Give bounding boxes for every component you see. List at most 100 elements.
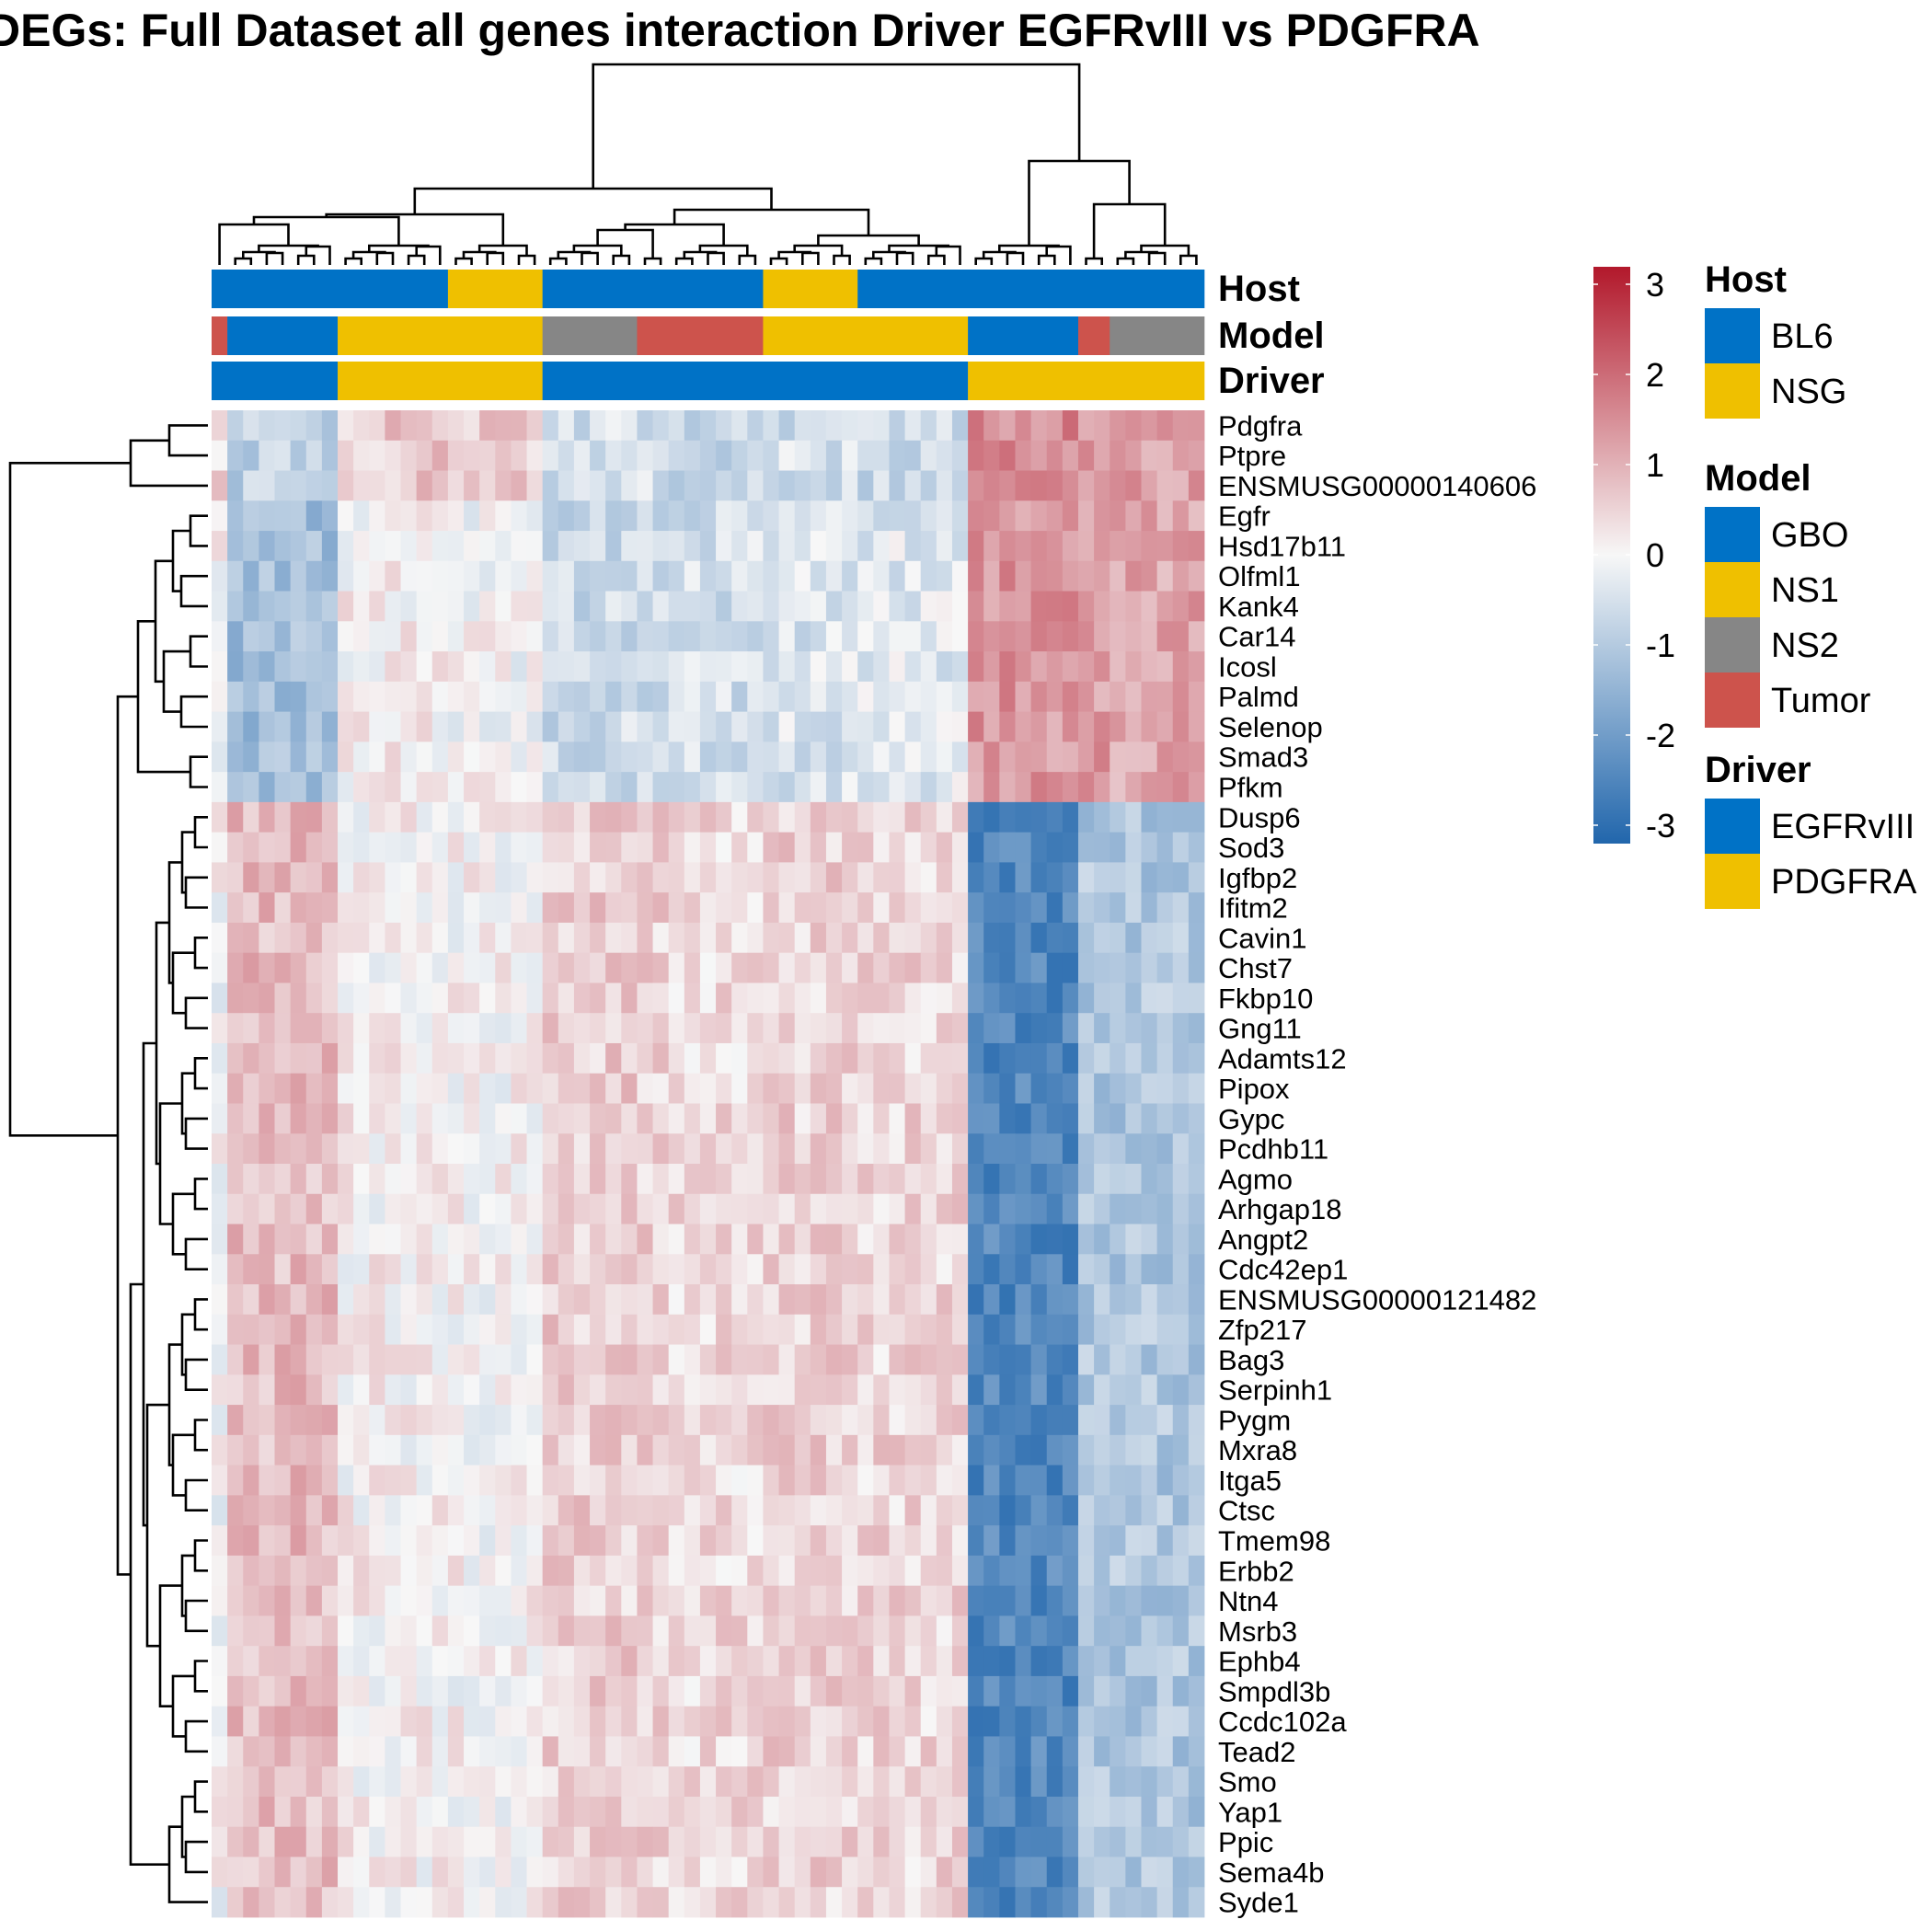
- heatmap-cell: [1015, 500, 1032, 532]
- heatmap-cell: [290, 1856, 307, 1888]
- legend-item-label: NS2: [1771, 626, 1839, 665]
- heatmap-cell: [511, 1766, 527, 1798]
- heatmap-cell: [621, 1284, 638, 1316]
- heatmap-cell: [590, 621, 606, 652]
- heatmap-cell: [778, 1193, 796, 1224]
- column-dendrogram-branch: [769, 257, 788, 265]
- heatmap-cell: [684, 440, 701, 471]
- heatmap-cell: [637, 1314, 653, 1345]
- heatmap-cell: [431, 1103, 449, 1134]
- heatmap-cell: [259, 1495, 275, 1526]
- heatmap-cell: [699, 1224, 717, 1255]
- heatmap-cell: [290, 952, 307, 983]
- heatmap-cell: [542, 1585, 559, 1616]
- heatmap-cell: [259, 1826, 275, 1857]
- heatmap-cell: [305, 1796, 323, 1828]
- heatmap-cell: [983, 983, 1000, 1014]
- heatmap-cell: [542, 922, 559, 954]
- heatmap-cell: [495, 1164, 512, 1195]
- heatmap-cell: [936, 832, 953, 863]
- heatmap-cell: [794, 1465, 811, 1496]
- heatmap-cell: [274, 832, 292, 863]
- heatmap-cell: [290, 1224, 307, 1255]
- heatmap-cell: [1172, 1073, 1190, 1104]
- heatmap-cell: [1188, 772, 1205, 803]
- heatmap-cell: [1156, 681, 1174, 712]
- heatmap-cell: [747, 1555, 764, 1587]
- heatmap-cell: [684, 1585, 701, 1616]
- heatmap-cell: [305, 1585, 323, 1616]
- heatmap-cell: [699, 1073, 717, 1104]
- heatmap-cell: [1110, 651, 1126, 683]
- heatmap-cell: [920, 591, 937, 622]
- heatmap-cell: [338, 832, 354, 863]
- heatmap-cell: [1125, 1555, 1142, 1587]
- heatmap-cell: [652, 1073, 670, 1104]
- heatmap-cell: [212, 1766, 228, 1798]
- heatmap-cell: [1188, 1555, 1205, 1587]
- heatmap-cell: [227, 922, 244, 954]
- heatmap-cell: [1094, 410, 1110, 442]
- heatmap-cell: [699, 741, 717, 773]
- heatmap-cell: [590, 862, 606, 893]
- heatmap-cell: [305, 952, 323, 983]
- heatmap-cell: [999, 1585, 1016, 1616]
- heatmap-cell: [904, 1344, 922, 1375]
- heatmap-cell: [716, 1103, 732, 1134]
- heatmap-cell: [684, 1736, 701, 1767]
- heatmap-cell: [369, 1495, 385, 1526]
- heatmap-cell: [305, 1284, 323, 1316]
- heatmap-cell: [668, 470, 685, 501]
- heatmap-cell: [621, 621, 638, 652]
- heatmap-cell: [794, 1073, 811, 1104]
- heatmap-cell: [605, 1193, 622, 1224]
- heatmap-cell: [857, 1013, 874, 1044]
- heatmap-cell: [259, 681, 275, 712]
- heatmap-cell: [731, 1374, 748, 1406]
- row-dendrogram-branch: [171, 1674, 195, 1738]
- heatmap-cell: [684, 892, 701, 924]
- heatmap-cell: [1030, 1766, 1048, 1798]
- heatmap-cell: [590, 1284, 606, 1316]
- heatmap-cell: [338, 1796, 354, 1828]
- heatmap-cell: [1156, 832, 1174, 863]
- heatmap-cell: [825, 1495, 843, 1526]
- heatmap-cell: [778, 892, 796, 924]
- heatmap-cell: [652, 1374, 670, 1406]
- heatmap-cell: [1046, 470, 1064, 501]
- row-dendrogram-branch: [167, 1343, 182, 1466]
- heatmap-cell: [479, 470, 496, 501]
- heatmap-cell: [763, 651, 779, 683]
- heatmap-cell: [857, 862, 874, 893]
- heatmap-cell: [1188, 1525, 1205, 1557]
- heatmap-cell: [810, 1766, 827, 1798]
- heatmap-cell: [479, 922, 496, 954]
- heatmap-cell: [873, 1103, 890, 1134]
- heatmap-cell: [873, 1555, 890, 1587]
- heatmap-cell: [290, 1164, 307, 1195]
- heatmap-cell: [668, 1555, 685, 1587]
- heatmap-cell: [873, 983, 890, 1014]
- heatmap-cell: [590, 1434, 606, 1465]
- heatmap-cell: [699, 1887, 717, 1918]
- heatmap-cell: [652, 1646, 670, 1677]
- heatmap-cell: [447, 832, 465, 863]
- heatmap-cell: [573, 892, 591, 924]
- heatmap-cell: [1188, 1224, 1205, 1255]
- heatmap-cell: [668, 1314, 685, 1345]
- heatmap-cell: [684, 1675, 701, 1707]
- heatmap-cell: [400, 1405, 418, 1436]
- gene-label: Ccdc102a: [1218, 1706, 1347, 1738]
- heatmap-cell: [259, 983, 275, 1014]
- heatmap-cell: [716, 1706, 732, 1737]
- heatmap-cell: [810, 1675, 827, 1707]
- heatmap-cell: [1094, 470, 1110, 501]
- heatmap-cell: [1172, 1585, 1190, 1616]
- heatmap-cell: [1030, 1103, 1048, 1134]
- heatmap-cell: [1015, 892, 1032, 924]
- heatmap-cell: [243, 952, 259, 983]
- row-dendrogram-branch: [167, 861, 182, 984]
- heatmap-cell: [889, 1405, 905, 1436]
- heatmap-cell: [763, 470, 779, 501]
- heatmap-cell: [999, 1013, 1016, 1044]
